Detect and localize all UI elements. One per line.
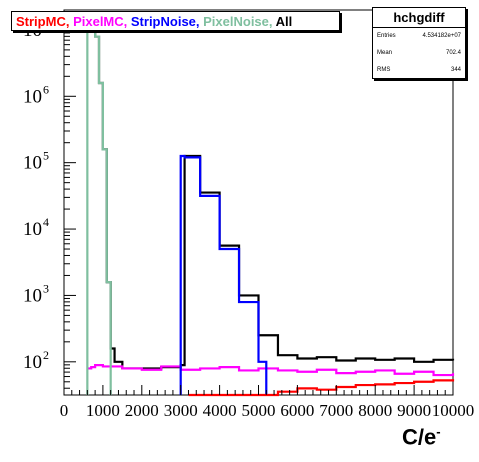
series-pixelmc: [87, 364, 455, 377]
y-tick-label: 10: [23, 219, 42, 240]
y-tick-exponent: 4: [43, 215, 49, 229]
x-axis-title-text: C/e: [402, 424, 437, 450]
x-tick-label: 1000: [86, 401, 120, 420]
stats-label: Mean: [377, 50, 393, 56]
x-tick-label: 8000: [358, 401, 392, 420]
y-tick-exponent: 3: [43, 281, 49, 295]
x-axis-title-sup: -: [436, 424, 441, 439]
y-tick-exponent: 2: [43, 348, 49, 362]
x-tick-label: 10000: [432, 401, 475, 420]
x-tick-label: 4000: [203, 401, 237, 420]
x-tick-label: 5000: [242, 401, 276, 420]
y-tick-label: 10: [23, 352, 42, 373]
stats-row-entries: Entries 4.534182e+07: [373, 28, 465, 45]
x-tick-label: 6000: [280, 401, 314, 420]
legend-strip-mc: StripMC,: [16, 14, 70, 29]
stats-value: 4.534182e+07: [422, 33, 461, 39]
stats-value: 702.4: [445, 50, 461, 56]
stats-row-mean: Mean 702.4: [373, 45, 465, 62]
stats-label: Entries: [377, 33, 396, 39]
x-axis-title: C/e-: [402, 424, 441, 450]
series-stripnoise: [179, 154, 268, 395]
x-tick-label: 7000: [319, 401, 353, 420]
legend-pixel-mc: PixelMC,: [73, 14, 128, 29]
legend-all: All: [275, 14, 293, 29]
stats-title: hchgdiff: [373, 8, 465, 28]
stats-box: hchgdiff Entries 4.534182e+07 Mean 702.4…: [372, 7, 466, 79]
y-tick-label: 10: [23, 285, 42, 306]
legend-pixel-noise: PixelNoise,: [203, 14, 273, 29]
stats-row-rms: RMS 344: [373, 62, 465, 79]
y-tick-exponent: 5: [43, 149, 49, 163]
y-tick-exponent: 6: [43, 82, 49, 96]
x-tick-label: 0: [60, 401, 69, 420]
legend-strip-noise: StripNoise,: [130, 14, 200, 29]
x-tick-label: 3000: [164, 401, 198, 420]
x-tick-label: 2000: [125, 401, 159, 420]
x-tick-label: 9000: [397, 401, 431, 420]
legend: StripMC, PixelMC, StripNoise, PixelNoise…: [11, 11, 340, 31]
stats-label: RMS: [377, 67, 391, 73]
y-tick-label: 10: [23, 153, 42, 174]
stats-value: 344: [450, 67, 461, 73]
y-tick-label: 10: [23, 86, 42, 107]
